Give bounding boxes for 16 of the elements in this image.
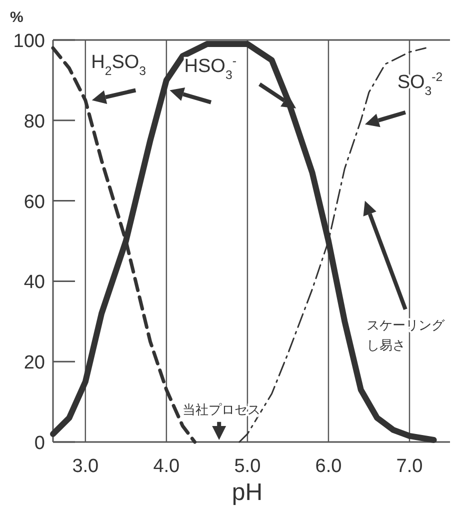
annotation: し易さ bbox=[366, 338, 406, 353]
y-tick-label: 100 bbox=[13, 31, 45, 52]
y-tick-label: 80 bbox=[24, 111, 45, 132]
y-axis-title: % bbox=[10, 9, 24, 26]
y-tick-label: 60 bbox=[24, 192, 45, 213]
x-tick-label: 4.0 bbox=[153, 456, 180, 477]
annotation: 当社プロセス bbox=[182, 402, 261, 417]
x-tick-label: 6.0 bbox=[315, 456, 342, 477]
y-tick-label: 20 bbox=[24, 352, 45, 374]
series-label: H$_{2}$SO$_{3}$ bbox=[91, 52, 146, 78]
y-tick-label: 40 bbox=[24, 272, 45, 294]
x-tick-label: 5.0 bbox=[234, 456, 261, 477]
x-tick-label: 3.0 bbox=[72, 456, 99, 477]
y-tick-label: 0 bbox=[34, 433, 45, 454]
x-tick-label: 7.0 bbox=[396, 456, 423, 477]
x-axis-title: pH bbox=[232, 479, 263, 506]
